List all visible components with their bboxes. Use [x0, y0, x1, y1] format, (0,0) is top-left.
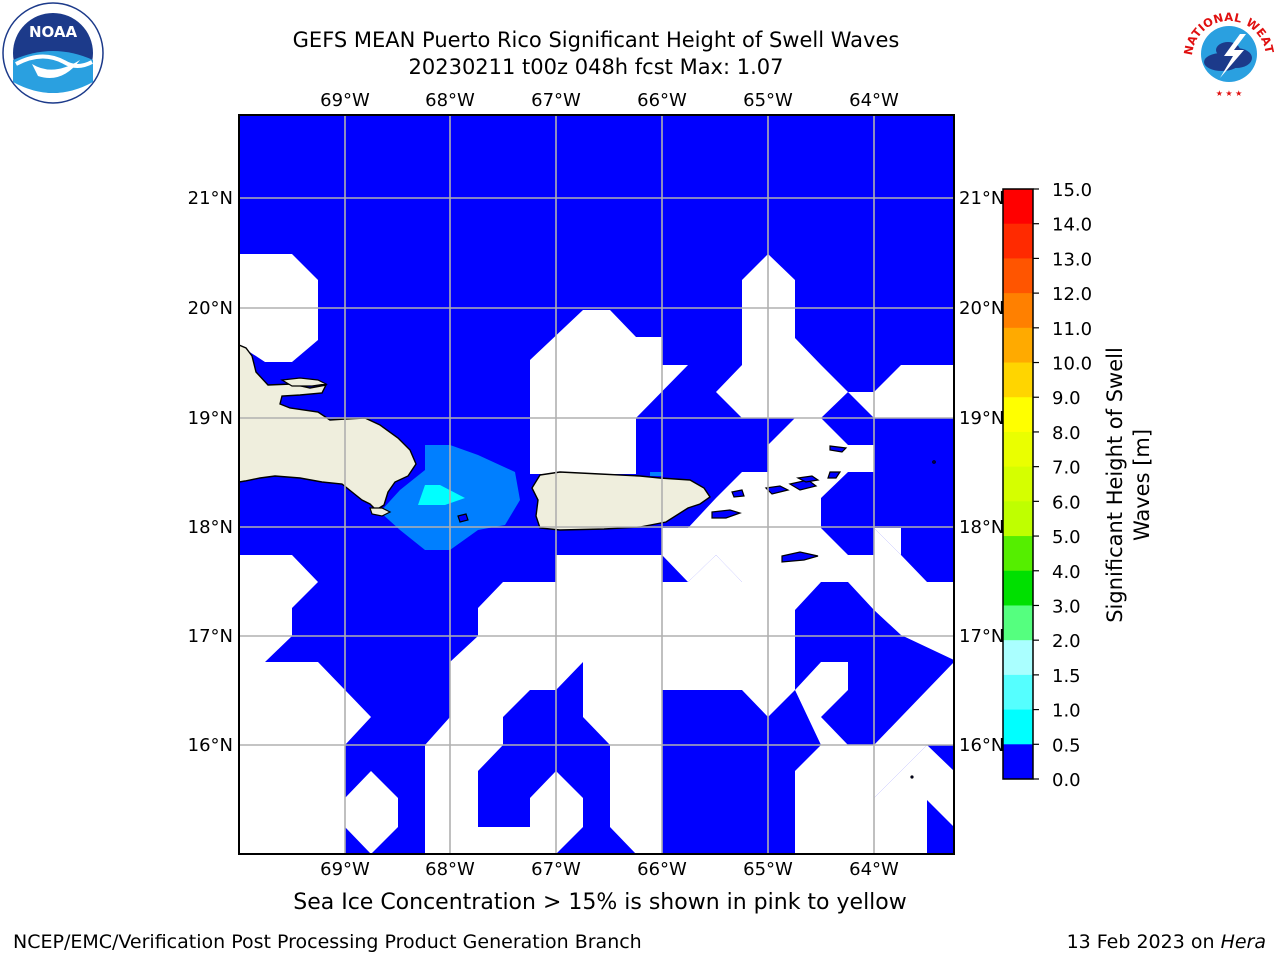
- lon-tick-bottom: 67°W: [531, 859, 581, 880]
- colorbar-segment: [1003, 431, 1033, 468]
- map-subtitle: 20230211 t00z 048h fcst Max: 1.07: [408, 55, 784, 79]
- colorbar-segment: [1003, 327, 1033, 364]
- colorbar-tick-label: 2.0: [1052, 631, 1081, 652]
- swell-band-1.0-1.5: [418, 485, 465, 505]
- lat-tick-right: 20°N: [959, 298, 1004, 319]
- colorbar-segment: [1003, 293, 1033, 329]
- colorbar-tick-label: 11.0: [1052, 319, 1092, 340]
- lat-tick-left: 18°N: [188, 517, 233, 538]
- footer-date: 13 Feb 2023 on Hera: [1067, 931, 1266, 953]
- tortuga-island: [280, 377, 328, 387]
- colorbar-segment: [1003, 640, 1033, 676]
- puerto-rico-landmass: [531, 471, 711, 531]
- colorbar-segment: [1003, 570, 1033, 606]
- lon-labels-bottom: 69°W 68°W 67°W 66°W 65°W 64°W: [320, 859, 899, 880]
- lat-labels-right: 21°N 20°N 19°N 18°N 17°N 16°N: [959, 188, 1004, 756]
- lat-tick-left: 20°N: [188, 298, 233, 319]
- colorbar-tick-label: 0.5: [1052, 735, 1081, 756]
- lat-tick-left: 16°N: [188, 735, 233, 756]
- colorbar-tick-label: 6.0: [1052, 492, 1081, 513]
- lon-tick-top: 66°W: [637, 90, 687, 111]
- colorbar-segment: [1003, 397, 1033, 433]
- lon-tick-bottom: 69°W: [320, 859, 370, 880]
- lat-tick-left: 19°N: [188, 408, 233, 429]
- lat-tick-right: 18°N: [959, 517, 1004, 538]
- colorbar-tick-labels: 15.0 14.0 13.0 12.0 11.0 10.0 9.0 8.0 7.0 6.0 5.0 4…: [1033, 180, 1092, 791]
- colorbar-segment: [1003, 744, 1033, 780]
- colorbar-segment: [1003, 536, 1033, 572]
- lat-tick-right: 17°N: [959, 626, 1004, 647]
- colorbar-tick-label: 12.0: [1052, 284, 1092, 305]
- lat-tick-right: 21°N: [959, 188, 1004, 209]
- lat-tick-right: 16°N: [959, 735, 1004, 756]
- colorbar-tick-label: 13.0: [1052, 249, 1092, 270]
- lat-tick-left: 21°N: [188, 188, 233, 209]
- saona-island: [369, 507, 392, 517]
- colorbar-segment: [1003, 674, 1033, 711]
- footer-date-text: 13 Feb 2023 on: [1066, 931, 1221, 953]
- map-panel: [239, 115, 954, 854]
- gridlines: [239, 115, 954, 854]
- no-data-regions: [239, 254, 954, 854]
- colorbar: [1002, 188, 1034, 780]
- nws-logo-icon: NATIONAL WEATHER SERVICE ★ ★ ★: [1178, 0, 1277, 99]
- colorbar-segment: [1003, 501, 1033, 537]
- colorbar-tick-label: 1.5: [1052, 666, 1081, 687]
- colorbar-segment: [1003, 605, 1033, 641]
- lon-tick-bottom: 66°W: [637, 859, 687, 880]
- lon-labels-top: 69°W 68°W 67°W 66°W 65°W 64°W: [320, 90, 899, 111]
- colorbar-tick-label: 15.0: [1052, 180, 1092, 201]
- colorbar-tick-label: 9.0: [1052, 388, 1081, 409]
- lon-tick-bottom: 64°W: [849, 859, 899, 880]
- lat-tick-right: 19°N: [959, 408, 1004, 429]
- colorbar-tick-label: 5.0: [1052, 527, 1081, 548]
- map-title: GEFS MEAN Puerto Rico Significant Height…: [292, 28, 900, 52]
- colorbar-label-line-2: Waves [m]: [1130, 429, 1154, 541]
- mona-island: [457, 513, 469, 523]
- colorbar-segment: [1003, 223, 1033, 259]
- colorbar-tick-label: 3.0: [1052, 596, 1081, 617]
- colorbar-segment: [1003, 709, 1033, 745]
- colorbar-segment: [1003, 189, 1033, 225]
- lon-tick-top: 64°W: [849, 90, 899, 111]
- hispaniola-landmass: [239, 344, 417, 511]
- colorbar-segment: [1003, 466, 1033, 502]
- lon-tick-top: 67°W: [531, 90, 581, 111]
- sea-ice-note: Sea Ice Concentration > 15% is shown in …: [293, 890, 907, 915]
- small-islands: [711, 445, 936, 779]
- colorbar-tick-label: 0.0: [1052, 770, 1081, 791]
- lon-tick-top: 68°W: [425, 90, 475, 111]
- lon-tick-top: 65°W: [743, 90, 793, 111]
- colorbar-segment: [1003, 362, 1033, 398]
- colorbar-frame: [1002, 188, 1034, 780]
- colorbar-segment: [1003, 258, 1033, 294]
- colorbar-tick-label: 8.0: [1052, 423, 1081, 444]
- svg-text:★ ★ ★: ★ ★ ★: [1216, 89, 1243, 98]
- lon-tick-bottom: 68°W: [425, 859, 475, 880]
- colorbar-tick-label: 10.0: [1052, 354, 1092, 375]
- lat-labels-left: 21°N 20°N 19°N 18°N 17°N 16°N: [188, 188, 233, 756]
- map-frame: [238, 114, 955, 855]
- colorbar-tick-label: 1.0: [1052, 701, 1081, 722]
- colorbar-tick-label: 4.0: [1052, 562, 1081, 583]
- lon-tick-bottom: 65°W: [743, 859, 793, 880]
- colorbar-tick-label: 14.0: [1052, 215, 1092, 236]
- footer-credit: NCEP/EMC/Verification Post Processing Pr…: [13, 931, 642, 953]
- colorbar-tick-label: 7.0: [1052, 458, 1081, 479]
- noaa-logo-text: NOAA: [29, 23, 78, 41]
- footer-host: Hera: [1220, 931, 1266, 953]
- lat-tick-left: 17°N: [188, 626, 233, 647]
- noaa-logo-icon: NOAA: [2, 2, 104, 104]
- swell-band-0.5-1.0-puerto-rico-nw: [650, 472, 663, 476]
- lon-tick-top: 69°W: [320, 90, 370, 111]
- colorbar-label-line-1: Significant Height of Swell: [1103, 347, 1127, 623]
